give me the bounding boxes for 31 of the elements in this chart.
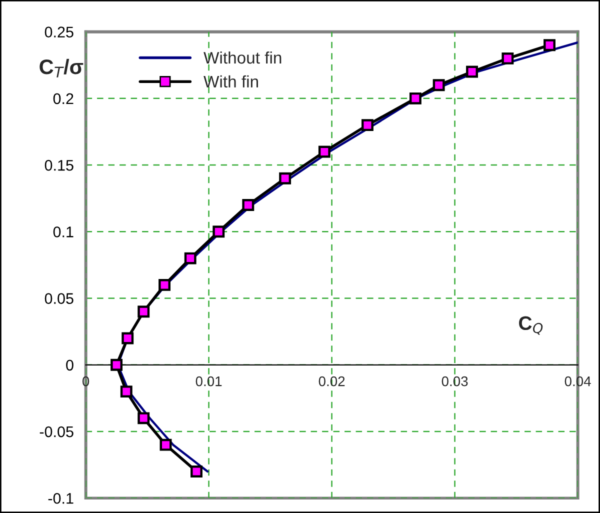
point <box>318 146 330 158</box>
point <box>184 252 196 264</box>
y-tick-label: 0.15 <box>44 160 74 171</box>
y-tick-label: 0.2 <box>53 93 74 104</box>
y-tick-label: -0.05 <box>40 426 74 438</box>
point <box>212 226 225 238</box>
legend-label: With fin <box>204 75 258 88</box>
point <box>432 79 445 92</box>
point <box>409 92 422 104</box>
point <box>158 278 170 291</box>
point <box>362 119 374 132</box>
x-axis-title: C$_{Q}$ <box>519 316 543 335</box>
point <box>122 332 134 344</box>
point <box>242 199 254 211</box>
y-tick-label: 0.25 <box>44 26 74 38</box>
y-tick-label: 0.05 <box>44 293 74 304</box>
y-tick-label: -0.1 <box>48 492 74 504</box>
point <box>466 66 478 78</box>
point <box>279 172 292 184</box>
point <box>160 438 172 451</box>
legend-label: Without fin <box>204 51 282 64</box>
y-tick-label: 0.1 <box>53 226 74 238</box>
y-axis-title: C$_{T}$/σ <box>40 58 84 78</box>
point <box>190 466 202 478</box>
point <box>110 358 123 371</box>
point <box>544 39 556 52</box>
point <box>120 386 132 398</box>
point <box>502 52 514 64</box>
y-tick-label: 0 <box>66 360 74 371</box>
point <box>138 306 150 318</box>
point <box>138 412 150 424</box>
